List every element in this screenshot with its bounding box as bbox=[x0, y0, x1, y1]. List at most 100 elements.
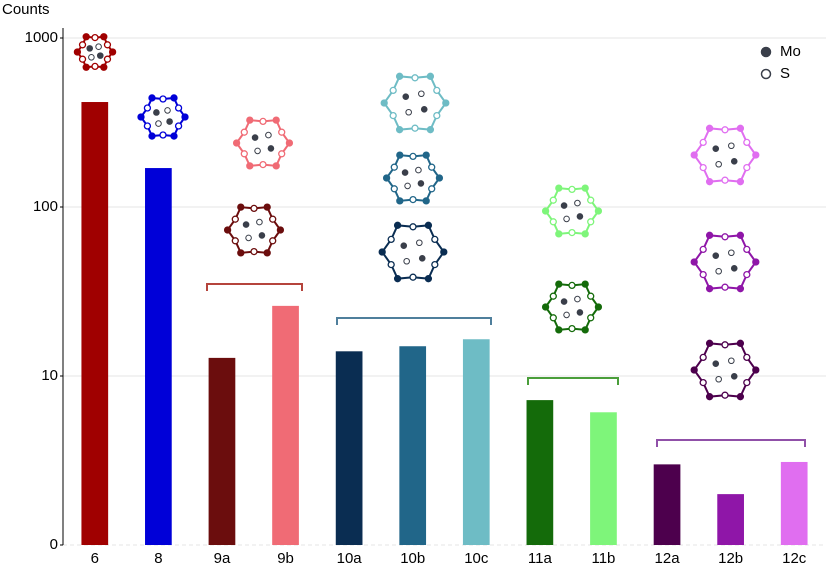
cluster-outline bbox=[692, 342, 758, 398]
cluster-atom bbox=[378, 248, 386, 256]
cluster-atom bbox=[690, 366, 698, 374]
cluster-atom bbox=[555, 184, 563, 192]
cluster-atom bbox=[587, 196, 595, 204]
cluster-atom bbox=[395, 72, 404, 80]
cluster-atom bbox=[712, 252, 720, 259]
x-tick-label: 12c bbox=[782, 550, 807, 567]
cluster-atom bbox=[272, 116, 280, 124]
x-tick-label: 10b bbox=[400, 550, 425, 567]
cluster-atom bbox=[411, 74, 419, 82]
cluster-outline bbox=[226, 206, 282, 254]
cluster-atom bbox=[240, 128, 248, 136]
cluster-atom bbox=[237, 203, 245, 211]
cluster-atom bbox=[728, 142, 735, 150]
cluster-atom bbox=[418, 255, 426, 262]
cluster-atom bbox=[108, 48, 117, 56]
cluster-atom bbox=[390, 163, 398, 171]
cluster-atom bbox=[159, 131, 167, 139]
cluster-atom bbox=[246, 116, 254, 124]
cluster-atom bbox=[568, 185, 576, 194]
cluster-atom bbox=[396, 151, 404, 159]
cluster-atom bbox=[103, 55, 112, 63]
cluster-outline bbox=[382, 75, 448, 131]
cluster-atom bbox=[560, 298, 568, 305]
x-tick-label: 9b bbox=[277, 550, 294, 567]
cluster-atom bbox=[237, 249, 245, 257]
cluster-atom bbox=[389, 86, 397, 95]
cluster-atom bbox=[387, 235, 395, 244]
cluster-atom bbox=[393, 275, 402, 283]
cluster-atom bbox=[153, 109, 160, 116]
bracket bbox=[336, 317, 492, 325]
cluster-atom bbox=[555, 326, 563, 334]
cluster-atom bbox=[736, 124, 745, 132]
cluster-atom bbox=[699, 378, 707, 387]
y-tick-label: 10 bbox=[41, 367, 58, 384]
cluster-icon bbox=[73, 33, 117, 71]
cluster-outline bbox=[544, 283, 600, 331]
cluster-atom bbox=[555, 230, 563, 238]
cluster-atom bbox=[417, 180, 425, 187]
cluster-atom bbox=[143, 104, 152, 112]
cluster-atom bbox=[409, 223, 417, 231]
cluster-atom bbox=[78, 41, 87, 49]
cluster-atom bbox=[549, 314, 557, 322]
cluster-atom bbox=[86, 45, 94, 52]
x-tick-label: 8 bbox=[154, 550, 162, 567]
cluster-atom bbox=[278, 150, 286, 158]
cluster-atom bbox=[402, 93, 410, 100]
cluster-atom bbox=[73, 48, 82, 56]
cluster-atom bbox=[699, 353, 707, 362]
cluster-atom bbox=[269, 215, 277, 223]
cluster-atom bbox=[250, 204, 258, 213]
cluster-atom bbox=[736, 231, 745, 239]
cluster-atom bbox=[82, 33, 90, 41]
bar bbox=[590, 412, 617, 545]
cluster-atom bbox=[587, 218, 595, 226]
cluster-atom bbox=[400, 242, 408, 249]
legend-marker bbox=[760, 46, 772, 58]
cluster-atom bbox=[563, 311, 570, 319]
cluster-atom bbox=[705, 285, 714, 293]
cluster-atom bbox=[143, 122, 152, 130]
cluster-atom bbox=[690, 151, 698, 159]
cluster-atom bbox=[422, 151, 430, 159]
cluster-atom bbox=[259, 117, 267, 126]
cluster-atom bbox=[736, 339, 745, 347]
bar bbox=[81, 102, 109, 545]
cluster-atom bbox=[170, 132, 178, 140]
x-tick-label: 11a bbox=[528, 550, 553, 567]
cluster-icon bbox=[690, 339, 760, 401]
bar bbox=[399, 346, 427, 545]
cluster-atom bbox=[433, 86, 441, 95]
cluster-atom bbox=[174, 104, 183, 112]
cluster-atom bbox=[426, 72, 435, 80]
cluster-atom bbox=[549, 292, 557, 300]
cluster-atom bbox=[276, 226, 285, 234]
cluster-atom bbox=[91, 62, 99, 71]
cluster-atom bbox=[736, 285, 745, 293]
cluster-atom bbox=[712, 360, 720, 367]
cluster-atom bbox=[587, 314, 595, 322]
cluster-icon bbox=[382, 151, 444, 205]
cluster-atom bbox=[581, 230, 589, 238]
cluster-icon bbox=[541, 280, 603, 334]
cluster-atom bbox=[752, 258, 760, 266]
cluster-atom bbox=[743, 245, 751, 254]
cluster-atom bbox=[563, 215, 570, 223]
bar bbox=[780, 461, 808, 545]
cluster-atom bbox=[581, 326, 589, 334]
cluster-atom bbox=[576, 309, 584, 316]
cluster-atom bbox=[174, 122, 183, 130]
y-tick-label: 1000 bbox=[25, 29, 58, 46]
cluster-atom bbox=[699, 245, 707, 254]
cluster-atom bbox=[743, 270, 751, 279]
bar bbox=[653, 464, 681, 545]
cluster-atom bbox=[401, 169, 409, 176]
cluster-atom bbox=[409, 273, 417, 281]
cluster-atom bbox=[435, 174, 444, 182]
cluster-atom bbox=[433, 111, 441, 120]
cluster-atom bbox=[721, 283, 729, 291]
cluster-atom bbox=[752, 151, 760, 159]
cluster-atom bbox=[181, 113, 189, 121]
